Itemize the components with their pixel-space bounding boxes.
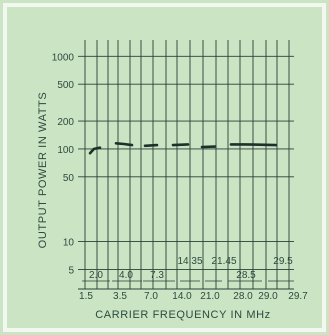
band-label: 4.0 — [119, 270, 133, 281]
y-tick-label: 200 — [57, 117, 74, 128]
band-label: 14.35 — [177, 256, 202, 267]
x-axis-title: CARRIER FREQUENCY IN MHz — [95, 309, 271, 321]
x-tick-label: 7.0 — [144, 291, 158, 302]
y-tick-label: 10 — [63, 238, 75, 249]
x-tick-label: 3.5 — [113, 291, 127, 302]
band-label: 28.5 — [236, 270, 256, 281]
y-tick-label: 100 — [57, 145, 74, 156]
grid — [78, 40, 294, 290]
y-tick-label: 5 — [68, 265, 74, 276]
band-label: 7.3 — [150, 270, 164, 281]
band-label: 2.0 — [89, 270, 103, 281]
y-tick-label: 500 — [57, 80, 74, 91]
band-label: 21.45 — [211, 256, 236, 267]
y-tick-label: 1000 — [52, 52, 75, 63]
series-segment — [171, 143, 190, 147]
y-tick-label: 50 — [63, 173, 75, 184]
band-label: 29.5 — [273, 256, 293, 267]
x-tick-label: 14.0 — [172, 291, 192, 302]
series — [88, 142, 278, 155]
series-segment — [114, 142, 134, 147]
x-tick-label: 1.5 — [79, 291, 93, 302]
x-tick-label: 29.7 — [288, 291, 308, 302]
y-axis-title: OUTPUT POWER IN WATTS — [37, 92, 49, 249]
chart-frame — [3, 3, 326, 332]
x-tick-label: 21.0 — [200, 291, 220, 302]
series-segment — [88, 146, 102, 155]
series-segment — [143, 143, 159, 148]
series-segment — [229, 143, 278, 147]
x-tick-label: 28.0 — [233, 291, 253, 302]
x-tick-label: 29.0 — [258, 291, 278, 302]
